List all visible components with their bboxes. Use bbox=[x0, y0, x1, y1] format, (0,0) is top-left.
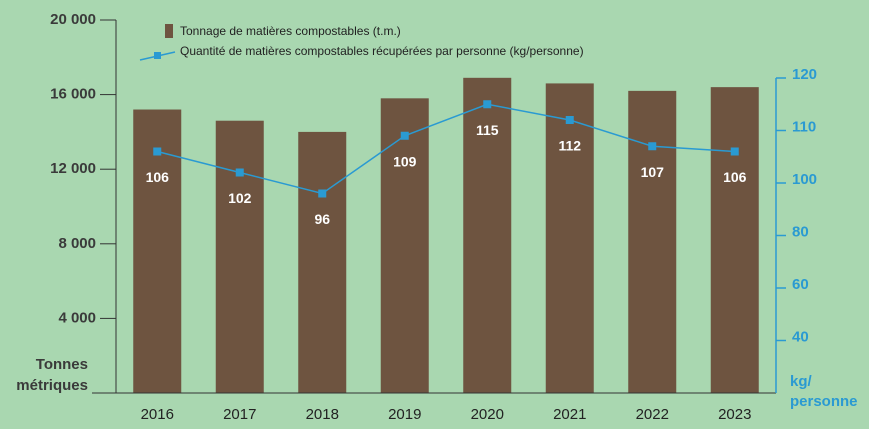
y-axis-label: Tonnes bbox=[36, 356, 88, 373]
x-tick-label: 2023 bbox=[718, 406, 751, 423]
line-marker bbox=[483, 100, 492, 109]
value-label: 107 bbox=[641, 164, 665, 180]
y2-tick-label: 110 bbox=[792, 118, 816, 135]
y-tick-label: 8 000 bbox=[58, 235, 96, 252]
line-marker bbox=[235, 168, 244, 177]
x-tick-label: 2020 bbox=[471, 406, 504, 423]
value-label: 106 bbox=[723, 169, 747, 185]
y2-tick-label: 40 bbox=[792, 328, 809, 345]
x-tick-label: 2017 bbox=[223, 406, 256, 423]
y-axis-label: métriques bbox=[16, 377, 88, 394]
line-marker bbox=[318, 189, 327, 198]
line-marker bbox=[400, 131, 409, 140]
value-label: 112 bbox=[558, 138, 581, 154]
legend-marker bbox=[154, 52, 161, 59]
bar bbox=[298, 131, 347, 393]
x-tick-label: 2018 bbox=[306, 406, 339, 423]
legend-swatch bbox=[165, 24, 173, 38]
y2-tick-label: 60 bbox=[792, 276, 809, 293]
x-tick-label: 2022 bbox=[636, 406, 669, 423]
value-label: 96 bbox=[314, 211, 330, 227]
value-label: 102 bbox=[228, 190, 252, 206]
y-tick-label: 16 000 bbox=[50, 86, 96, 103]
bar bbox=[545, 83, 594, 393]
y2-tick-label: 80 bbox=[792, 223, 809, 240]
line-marker bbox=[648, 142, 657, 151]
y2-tick-label: 100 bbox=[792, 171, 817, 188]
bar bbox=[710, 87, 759, 393]
legend-label: Tonnage de matières compostables (t.m.) bbox=[180, 24, 401, 38]
x-tick-label: 2019 bbox=[388, 406, 421, 423]
line bbox=[157, 103, 735, 195]
legend-label: Quantité de matières compostables récupé… bbox=[180, 44, 584, 58]
y2-tick-label: 120 bbox=[792, 66, 817, 83]
line-marker bbox=[153, 147, 162, 156]
bar bbox=[215, 120, 264, 394]
y2-axis-label: kg/ bbox=[790, 373, 813, 390]
value-label: 115 bbox=[476, 122, 499, 138]
line-marker bbox=[565, 116, 574, 124]
x-tick-label: 2016 bbox=[141, 406, 174, 423]
bar bbox=[380, 98, 429, 393]
value-label: 106 bbox=[146, 169, 170, 185]
value-label: 109 bbox=[393, 153, 417, 169]
x-tick-label: 2021 bbox=[553, 406, 586, 423]
line-marker bbox=[730, 147, 739, 156]
bar bbox=[628, 90, 677, 394]
bar bbox=[463, 77, 512, 393]
bar bbox=[133, 109, 182, 394]
y-tick-label: 12 000 bbox=[50, 160, 96, 177]
y2-axis-label: personne bbox=[790, 393, 858, 410]
y-tick-label: 4 000 bbox=[58, 309, 96, 326]
y-tick-label: 20 000 bbox=[50, 11, 96, 28]
